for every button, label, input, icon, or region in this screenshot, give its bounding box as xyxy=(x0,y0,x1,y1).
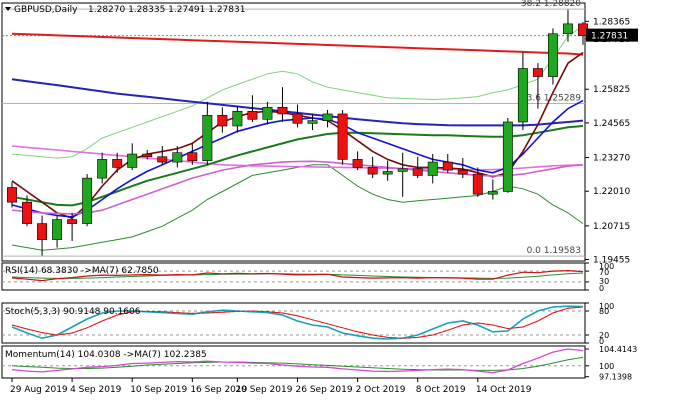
stoch-axis-label: 80 xyxy=(599,307,609,316)
candle-body xyxy=(382,171,393,175)
candle-body xyxy=(397,168,408,172)
rsi-line xyxy=(11,269,584,282)
candle-body xyxy=(472,173,483,195)
date-axis-label: 10 Sep 2019 xyxy=(130,385,187,395)
bollinger-upper-line xyxy=(11,25,584,159)
fib-level-label: 0.0 1.19583 xyxy=(527,246,581,256)
momentum-axis-label: 104.4143 xyxy=(599,345,637,354)
candle-body xyxy=(337,113,348,160)
moving-average-line xyxy=(11,32,584,56)
date-axis-label: 29 Aug 2019 xyxy=(10,385,68,395)
rsi-axis-label: 100 xyxy=(599,262,614,271)
candle-body xyxy=(217,114,228,127)
price-axis-label: 1.24565 xyxy=(593,119,630,129)
candle-body xyxy=(127,153,138,168)
main-price-panel: 38.2 1.28820 23.6 1.25289 0.0 1.19583 1.283… xyxy=(1,0,638,266)
momentum-line xyxy=(11,348,584,374)
candle-body xyxy=(37,223,48,240)
stoch-axis-label: 20 xyxy=(599,331,609,340)
ohlc-label: 1.28270 1.28335 1.27491 1.27831 xyxy=(88,5,245,15)
candle-body xyxy=(142,153,153,158)
candle-body xyxy=(232,110,243,127)
price-axis-label: 1.20715 xyxy=(593,222,630,232)
candle-body xyxy=(563,23,573,35)
candle-body xyxy=(7,187,17,203)
price-axis-label: 1.23270 xyxy=(593,154,630,164)
date-axis-label: 14 Oct 2019 xyxy=(476,385,532,395)
price-axis-label: 1.25825 xyxy=(593,85,630,95)
symbol-label: GBPUSD,Daily xyxy=(14,5,78,15)
stoch-label: Stoch(5,3,3) 90.9148 90.1606 xyxy=(5,307,141,317)
candle-body xyxy=(52,219,63,240)
candle-body xyxy=(112,159,123,168)
rsi-axis-label: 30 xyxy=(599,277,609,286)
candle-body xyxy=(547,33,558,77)
fib-level-label: 38.2 1.28820 xyxy=(521,0,581,9)
date-axis-label: 2 Oct 2019 xyxy=(356,385,406,395)
date-axis-label: 20 Sep 2019 xyxy=(235,385,292,395)
candle-body xyxy=(367,167,378,175)
candle-body xyxy=(307,120,318,124)
stoch-main-line xyxy=(11,305,584,340)
stoch-axis-label: 100 xyxy=(599,302,614,311)
moving-average-line xyxy=(11,145,584,171)
candle-body xyxy=(277,106,288,115)
candle-body xyxy=(172,152,183,163)
date-axis: 29 Aug 2019 4 Sep 2019 10 Sep 2019 16 Sep 2… xyxy=(10,378,532,395)
stoch-signal-dash xyxy=(11,306,584,339)
price-axis-label: 1.28365 xyxy=(593,17,630,27)
price-axis-label: 1.22010 xyxy=(593,187,630,197)
rsi-ma-line xyxy=(11,272,584,279)
current-price-label: 1.27831 xyxy=(591,32,628,42)
candle-body xyxy=(97,159,108,179)
candle-body xyxy=(67,219,78,224)
stoch-axis-label: 0 xyxy=(599,337,604,346)
candle-body xyxy=(427,161,438,176)
panel-frame xyxy=(1,302,586,344)
candle-body xyxy=(412,168,423,176)
candle-body xyxy=(517,68,528,123)
momentum-axis-label: 97.1398 xyxy=(599,373,632,382)
candle-body xyxy=(202,114,213,162)
candle-body xyxy=(292,113,303,124)
date-axis-label: 16 Sep 2019 xyxy=(190,385,247,395)
candle-body xyxy=(82,177,93,224)
panel-frame xyxy=(1,262,586,291)
rsi-label: RSI(14) 68.3830 ->MA(7) 62.7850 xyxy=(5,266,159,276)
fib-level-label: 23.6 1.25289 xyxy=(521,94,581,104)
rsi-axis-label: 0 xyxy=(599,284,604,293)
momentum-panel: Momentum(14) 104.0308 ->MA(7) 102.2385 10… xyxy=(1,345,637,382)
moving-average-line xyxy=(11,160,584,215)
candle-body xyxy=(262,106,273,120)
candle-body xyxy=(457,169,468,175)
panel-frame xyxy=(1,345,586,379)
candle-body xyxy=(532,68,543,77)
candle-body xyxy=(187,152,198,162)
candle-body xyxy=(352,159,363,168)
date-axis-label: 26 Sep 2019 xyxy=(296,385,353,395)
main-panel-frame xyxy=(1,2,586,262)
candle-body xyxy=(322,113,333,121)
candle-body xyxy=(487,191,498,195)
momentum-ma-line xyxy=(11,356,584,371)
price-axis-label: 1.19455 xyxy=(593,256,630,266)
candle-body xyxy=(157,156,168,163)
candle-body xyxy=(247,110,258,120)
date-axis-label: 8 Oct 2019 xyxy=(416,385,466,395)
symbol-dropdown-icon xyxy=(5,7,11,11)
momentum-label: Momentum(14) 104.0308 ->MA(7) 102.2385 xyxy=(5,350,207,360)
candle-body xyxy=(442,161,453,171)
candle-body xyxy=(22,201,32,224)
candle-body xyxy=(502,121,513,192)
rsi-axis-label: 70 xyxy=(599,268,609,277)
date-axis-label: 4 Sep 2019 xyxy=(70,385,122,395)
current-price-box xyxy=(586,28,638,42)
momentum-axis-label: 100 xyxy=(599,362,614,371)
